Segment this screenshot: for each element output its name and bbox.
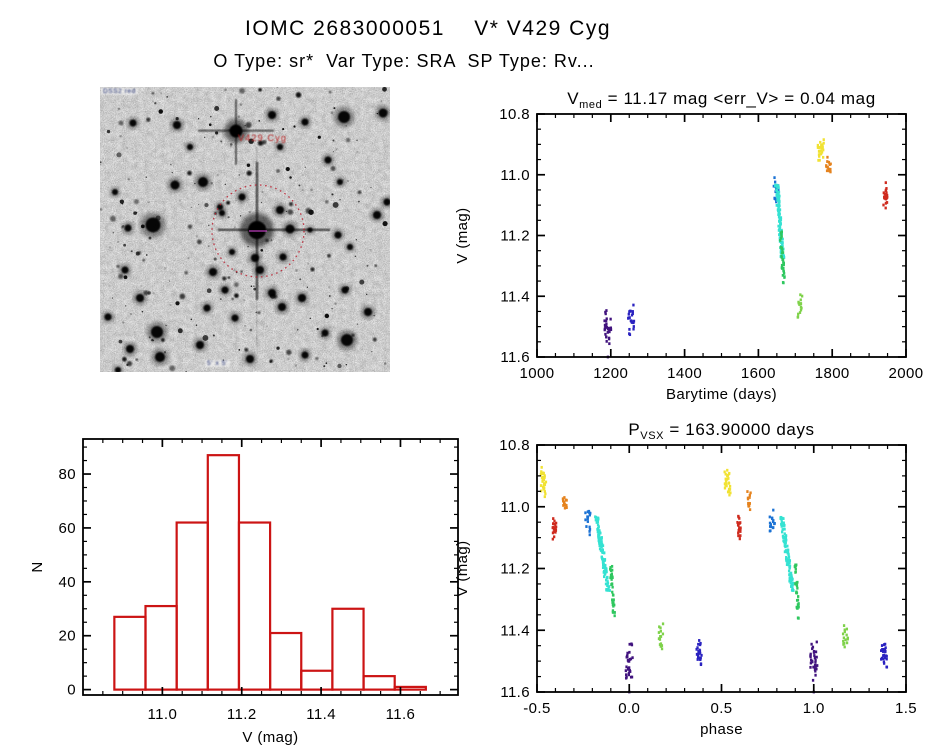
histogram-bar bbox=[331, 607, 365, 691]
finding-chart-image: V429 Cyg DSS2 red 5' x 5' bbox=[100, 87, 390, 372]
histogram-frame bbox=[82, 438, 459, 696]
bright-star-top bbox=[198, 99, 274, 165]
y-tick-label: 0 bbox=[67, 682, 76, 699]
y-tick-label: 20 bbox=[59, 628, 77, 645]
histogram-xlabel: V (mag) bbox=[242, 729, 298, 746]
y-tick-label: 10.8 bbox=[499, 437, 530, 454]
y-tick-label: 11.0 bbox=[500, 499, 530, 516]
target-star-label: V429 Cyg bbox=[238, 133, 288, 143]
x-tick-label: 1200 bbox=[593, 365, 628, 382]
target-star bbox=[211, 147, 330, 347]
page-title: IOMC 2683000051 V* V429 Cyg bbox=[244, 17, 612, 40]
histogram-bar bbox=[393, 685, 427, 691]
x-tick-label: 11.0 bbox=[148, 706, 178, 723]
field-caption: 5' x 5' bbox=[205, 360, 230, 367]
lightcurve-plot: 1000 1200 1400 1600 1800 2000 10.8 11.0 11.2 11.4… bbox=[454, 89, 923, 403]
x-tick-label: 11.6 bbox=[386, 706, 416, 723]
x-tick-label: 1400 bbox=[667, 365, 702, 382]
y-tick-label: 40 bbox=[59, 574, 77, 591]
x-tick-label: 1600 bbox=[741, 365, 776, 382]
phase-data-points bbox=[539, 465, 889, 694]
x-tick-label: 2000 bbox=[889, 365, 924, 382]
phase-plot: -0.5 0.0 0.5 1.0 1.5 10.8 11.0 11.2 11.4 11.6 phas… bbox=[454, 420, 917, 738]
histogram-ylabel: N bbox=[29, 561, 46, 572]
x-tick-label: -0.5 bbox=[523, 700, 550, 717]
lightcurve-title: Vmed = 11.17 mag <err_V> = 0.04 mag bbox=[567, 89, 876, 111]
histogram-bar bbox=[362, 675, 396, 691]
page-subtitle: O Type: sr* Var Type: SRA SP Type: Rv... bbox=[213, 51, 595, 71]
survey-caption: DSS2 red bbox=[101, 88, 138, 95]
y-tick-label: 60 bbox=[59, 520, 77, 537]
x-tick-label: 1.0 bbox=[803, 700, 825, 717]
y-tick-label: 11.2 bbox=[500, 228, 530, 245]
histogram-bar bbox=[144, 604, 178, 691]
starfield-canvas bbox=[100, 87, 390, 372]
x-tick-label: 0.5 bbox=[710, 700, 732, 717]
y-tick-label: 10.8 bbox=[499, 106, 530, 123]
histogram-bar bbox=[300, 669, 334, 691]
phase-frame bbox=[536, 444, 907, 693]
target-marker-circle bbox=[211, 184, 305, 278]
y-tick-label: 11.0 bbox=[500, 167, 530, 184]
x-tick-label: 1.5 bbox=[895, 700, 917, 717]
y-tick-label: 11.4 bbox=[500, 622, 530, 639]
x-tick-label: 11.4 bbox=[306, 706, 336, 723]
x-tick-label: 1000 bbox=[520, 365, 555, 382]
x-tick-label: 11.2 bbox=[227, 706, 257, 723]
phase-title: PVSX = 163.90000 days bbox=[628, 420, 814, 442]
histogram-bar bbox=[206, 454, 241, 691]
y-tick-label: 11.6 bbox=[500, 349, 530, 366]
lightcurve-xlabel: Barytime (days) bbox=[666, 386, 777, 403]
y-tick-label: 11.2 bbox=[500, 561, 530, 578]
y-tick-label: 80 bbox=[59, 466, 77, 483]
lightcurve-frame bbox=[536, 113, 907, 358]
histogram-plot: 11.0 11.2 11.4 11.6 0 20 40 60 80 V (mag) N bbox=[29, 438, 459, 746]
y-tick-label: 11.4 bbox=[500, 288, 530, 305]
x-tick-label: 0.0 bbox=[618, 700, 640, 717]
phase-xlabel: phase bbox=[700, 721, 743, 738]
lightcurve-data-points bbox=[603, 138, 889, 359]
histogram-bar bbox=[113, 615, 147, 691]
lightcurve-ylabel: V (mag) bbox=[454, 207, 471, 263]
histogram-bar bbox=[269, 631, 303, 691]
x-tick-label: 1800 bbox=[815, 365, 850, 382]
phase-ylabel: V (mag) bbox=[454, 540, 471, 596]
histogram-bars bbox=[113, 454, 427, 691]
histogram-bar bbox=[237, 521, 272, 691]
y-tick-label: 11.6 bbox=[500, 684, 530, 701]
stars bbox=[100, 87, 390, 372]
histogram-bar bbox=[175, 521, 209, 691]
